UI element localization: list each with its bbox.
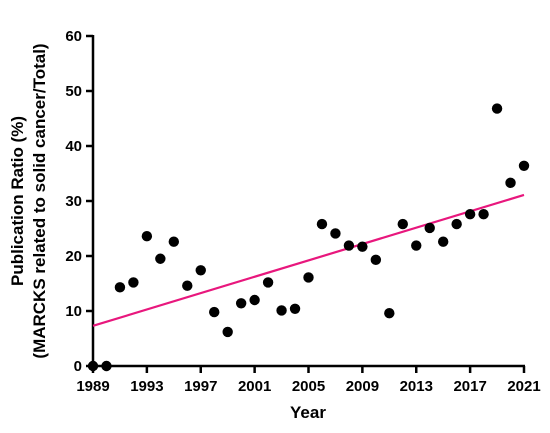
data-point (276, 305, 287, 316)
y-tick-label: 60 (65, 28, 82, 45)
data-point (478, 209, 489, 220)
trendline (92, 193, 525, 327)
data-point (518, 160, 530, 171)
axis-ticks: 0 10 20 30 40 50 60 1989 1993 1997 2001 2005 2009 201… (65, 28, 540, 395)
y-tick-label: 40 (65, 138, 82, 155)
y-tick-label: 10 (65, 303, 82, 320)
x-tick-label: 2001 (238, 378, 271, 395)
x-tick-label: 2017 (453, 378, 486, 395)
trendline-group (92, 193, 525, 327)
data-point (168, 236, 180, 247)
data-point (343, 240, 355, 251)
data-point (289, 303, 301, 314)
data-point (464, 209, 476, 220)
y-tick-label: 30 (65, 193, 82, 210)
y-axis-title-line1: Publication Ratio (%) (8, 116, 27, 286)
data-point (357, 241, 368, 252)
data-point (505, 177, 516, 189)
data-point (424, 222, 435, 234)
data-point (411, 240, 422, 251)
x-tick-label: 2005 (292, 378, 325, 395)
data-point (397, 218, 408, 230)
data-point (330, 228, 341, 239)
data-point (222, 326, 233, 338)
data-point (209, 306, 220, 318)
data-point (262, 277, 274, 288)
y-tick-label: 0 (74, 358, 82, 375)
data-point (235, 298, 247, 309)
data-point (195, 265, 206, 276)
data-point (303, 272, 314, 283)
data-point (451, 218, 462, 230)
x-tick-label: 1993 (130, 378, 163, 395)
x-tick-label: 2013 (400, 378, 433, 395)
y-tick-label: 50 (65, 83, 82, 100)
x-tick-label: 1989 (76, 378, 109, 395)
data-point (182, 280, 193, 291)
y-tick-label: 20 (65, 248, 82, 265)
x-tick-label: 2009 (346, 378, 379, 395)
data-point (437, 236, 449, 247)
data-point (491, 103, 503, 114)
chart-axes (91, 35, 525, 368)
data-point (316, 218, 328, 230)
x-axis-title: Year (290, 403, 326, 422)
x-tick-label: 1997 (184, 378, 217, 395)
data-point (87, 360, 99, 372)
data-point (101, 360, 112, 372)
data-point (370, 254, 382, 266)
data-point (141, 231, 153, 242)
y-axis-title-line2: (MARCKS related to solid cancer/Total) (30, 43, 49, 358)
data-point (249, 294, 260, 306)
data-point (155, 253, 166, 264)
data-points (87, 103, 530, 372)
data-point (384, 308, 395, 319)
data-point (128, 277, 139, 288)
x-tick-label: 2021 (507, 378, 540, 395)
data-point (114, 282, 126, 293)
